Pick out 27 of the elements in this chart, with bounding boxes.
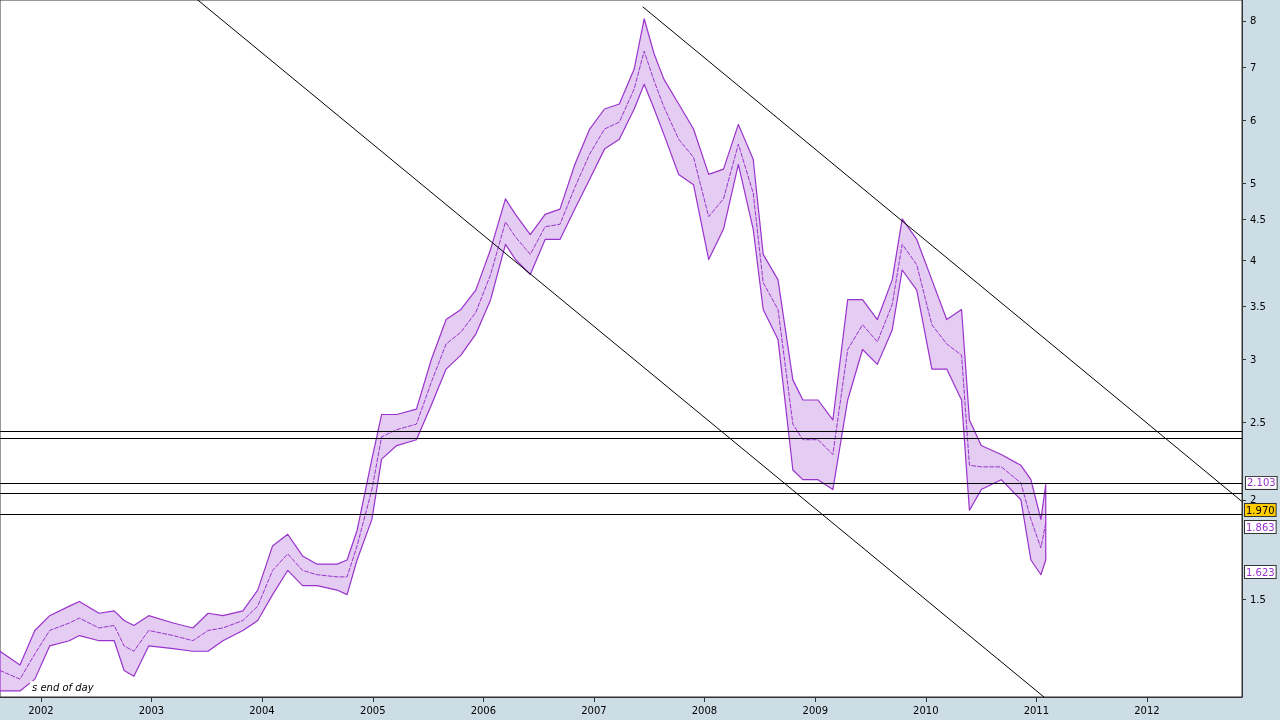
- y-tick-label: 2.5: [1250, 417, 1266, 429]
- x-tick-label: 2012: [1134, 704, 1160, 716]
- x-tick-label: 2006: [470, 704, 497, 716]
- x-tick-label: 2004: [249, 704, 275, 716]
- x-tick-label: 2010: [913, 704, 939, 716]
- y-tick-label: 1.5: [1250, 593, 1266, 605]
- annotation: s end of day: [32, 681, 95, 693]
- x-tick-label: 2007: [581, 704, 607, 716]
- x-tick-label: 2009: [802, 704, 829, 716]
- text: 1.623: [1246, 566, 1275, 578]
- x-tick-label: 2003: [138, 704, 165, 716]
- x-tick-label: 2008: [691, 704, 718, 716]
- y-tick-label: 3: [1250, 354, 1257, 366]
- y-tick-label: 4: [1250, 254, 1257, 266]
- x-tick-label: 2002: [28, 704, 54, 716]
- y-tick-label: 5: [1250, 177, 1257, 189]
- y-tick-label: 6: [1250, 114, 1257, 126]
- x-tick-label: 2005: [360, 704, 386, 716]
- ref-line-label: 2.103: [1247, 477, 1276, 489]
- text: 1.863: [1246, 521, 1275, 533]
- y-tick-label: 3.5: [1250, 300, 1266, 312]
- y-tick-label: 2: [1250, 494, 1257, 506]
- y-tick-label: 7: [1250, 61, 1257, 73]
- y-tick-label: 8: [1250, 15, 1257, 27]
- text: 1.970: [1246, 504, 1275, 516]
- y-tick-label: 4.5: [1250, 214, 1266, 226]
- x-tick-label: 2011: [1023, 704, 1050, 716]
